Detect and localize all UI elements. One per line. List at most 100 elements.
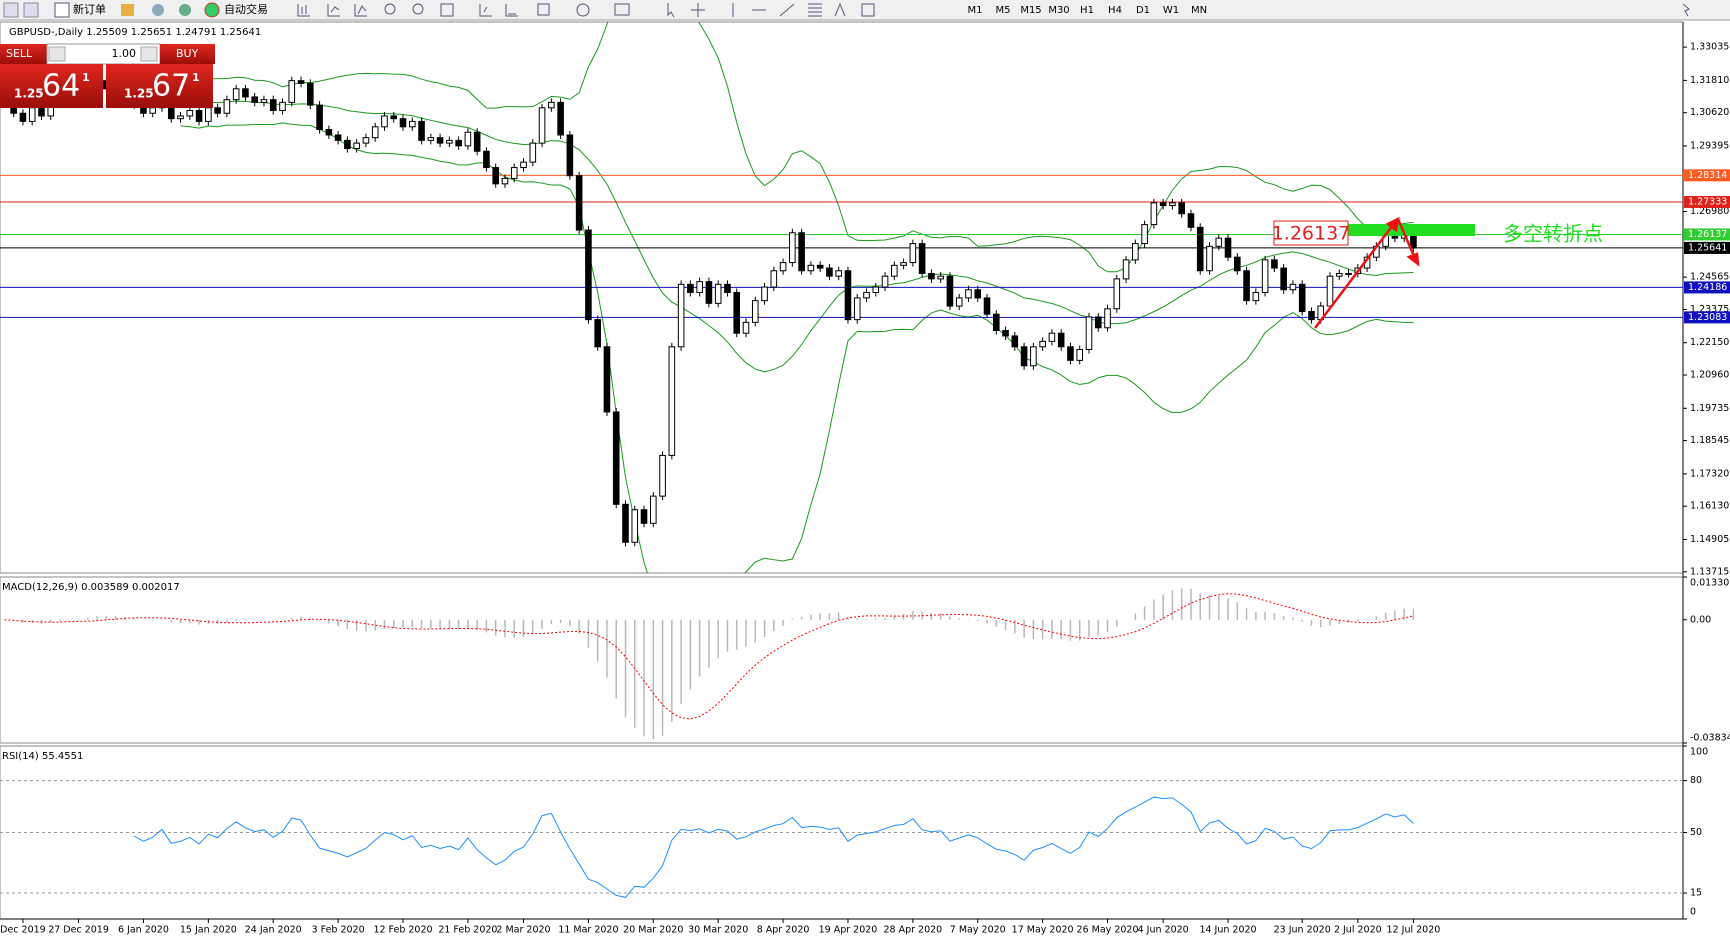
- candle-body: [566, 134, 574, 177]
- level-label: 1.25641: [1688, 242, 1727, 253]
- candle-body: [344, 139, 351, 150]
- x-tick-label: 12 Jul 2020: [1387, 925, 1441, 936]
- timeframe-button[interactable]: H1: [1080, 5, 1094, 16]
- candle-body: [668, 346, 676, 456]
- candle-body: [1345, 272, 1352, 275]
- candle-body: [510, 167, 518, 179]
- timeframe-button[interactable]: MN: [1191, 5, 1207, 16]
- candle-body: [362, 137, 370, 144]
- sell-price-pips: 64: [42, 69, 80, 104]
- timeframe-button[interactable]: M30: [1048, 5, 1069, 16]
- bollinger-upper: [180, 22, 1414, 273]
- timeframe-button[interactable]: H4: [1108, 5, 1122, 16]
- timeframe-button[interactable]: W1: [1163, 5, 1179, 16]
- candle-body: [538, 107, 546, 144]
- candle-body: [1280, 267, 1287, 291]
- macd-panel-border: [0, 576, 1684, 744]
- level-label-bg: [1684, 241, 1730, 254]
- icon[interactable]: [121, 4, 134, 16]
- x-tick-label: 12 Feb 2020: [373, 925, 432, 936]
- toolbar-icons[interactable]: [297, 2, 1690, 18]
- y-tick-label: 1.29395: [1690, 140, 1729, 151]
- candle-body: [1187, 213, 1195, 228]
- icon[interactable]: [179, 4, 191, 16]
- candle-body: [1011, 335, 1019, 348]
- candle-body: [1094, 316, 1102, 329]
- candle-body: [1289, 283, 1297, 291]
- new-order-button[interactable]: 新订单: [73, 2, 106, 16]
- y-tick-label: 1.17320: [1690, 468, 1729, 479]
- candle-body: [835, 270, 843, 277]
- x-tick-label: 21 Feb 2020: [438, 925, 497, 936]
- buy-label[interactable]: BUY: [176, 47, 199, 60]
- sell-price-box[interactable]: [0, 64, 103, 108]
- candle-body: [761, 286, 768, 302]
- y-tick-label: 50: [1690, 827, 1702, 838]
- new-order-icon[interactable]: [54, 2, 70, 18]
- x-tick-label: 2 Jul 2020: [1334, 925, 1382, 936]
- candle-body: [900, 262, 907, 266]
- buy-button[interactable]: [160, 44, 215, 64]
- candle-body: [19, 112, 27, 122]
- candle-body: [297, 80, 305, 84]
- buy-price-box[interactable]: [106, 64, 213, 108]
- candle-body: [965, 289, 972, 299]
- candle-body: [251, 96, 258, 103]
- icon[interactable]: [3, 2, 19, 18]
- timeframe-button[interactable]: M1: [968, 5, 983, 16]
- lot-down[interactable]: [48, 46, 66, 62]
- auto-trading-button[interactable]: 自动交易: [224, 2, 268, 16]
- bollinger-middle: [180, 100, 1414, 373]
- candle-body: [186, 110, 194, 117]
- sell-button[interactable]: [0, 44, 47, 64]
- candle-body: [687, 283, 694, 293]
- candle-body: [640, 509, 648, 524]
- lot-value[interactable]: 1.00: [112, 47, 137, 60]
- candle-body: [427, 137, 435, 141]
- y-tick-label: 15: [1690, 888, 1702, 899]
- candle-body: [1298, 283, 1306, 312]
- timeframe-button[interactable]: M15: [1020, 5, 1041, 16]
- y-tick-label: 100: [1690, 747, 1708, 758]
- candle-body: [918, 243, 926, 274]
- timeframes: M1 M5 M15 M30 H1 H4 D1 W1 MN: [968, 5, 1208, 16]
- x-tick-label: 19 Apr 2020: [819, 925, 878, 936]
- level-label-bg: [1684, 195, 1730, 208]
- lot-up[interactable]: [140, 46, 158, 62]
- candle-body: [1169, 202, 1176, 207]
- candle-body: [724, 283, 731, 293]
- candle-body: [399, 118, 407, 128]
- y-tick-label: 1.23375: [1690, 304, 1729, 315]
- x-tick-label: Dec 2019: [0, 925, 46, 936]
- candle-body: [974, 289, 982, 299]
- candle-body: [1132, 243, 1139, 261]
- candle-body: [659, 454, 666, 497]
- y-tick-label: 1.20960: [1690, 370, 1729, 381]
- candle-body: [307, 82, 314, 106]
- auto-trading-icon[interactable]: [204, 2, 220, 18]
- candle-body: [1002, 329, 1009, 337]
- candle-body: [1085, 316, 1093, 351]
- candle-body: [585, 229, 592, 321]
- icon[interactable]: [152, 4, 164, 16]
- candle-body: [816, 264, 824, 269]
- sell-label[interactable]: SELL: [6, 47, 33, 60]
- one-click-panel: SELL 1.00 BUY 1.25 64 1 1.25 67 1: [0, 43, 215, 108]
- candle-body: [446, 139, 453, 144]
- x-tick-label: 14 Jun 2020: [1199, 925, 1256, 936]
- timeframe-button[interactable]: M5: [996, 5, 1011, 16]
- y-tick-label: 1.13715: [1690, 566, 1729, 577]
- axes: 1.33035 1.31810 1.30620 1.29395 1.26980 1.245…: [0, 42, 1730, 936]
- candle-body: [205, 107, 212, 122]
- icon[interactable]: [23, 2, 39, 18]
- y-tick-label: 1.19735: [1690, 403, 1729, 414]
- timeframe-button[interactable]: D1: [1136, 5, 1150, 16]
- candle-body: [353, 142, 360, 150]
- candle-body: [881, 275, 889, 288]
- x-tick-label: 20 Mar 2020: [623, 925, 683, 936]
- candle-body: [1113, 278, 1121, 310]
- y-tick-label: 0.00: [1690, 614, 1711, 625]
- candle-body: [381, 115, 388, 128]
- candle-body: [520, 161, 527, 169]
- candle-body: [955, 297, 963, 307]
